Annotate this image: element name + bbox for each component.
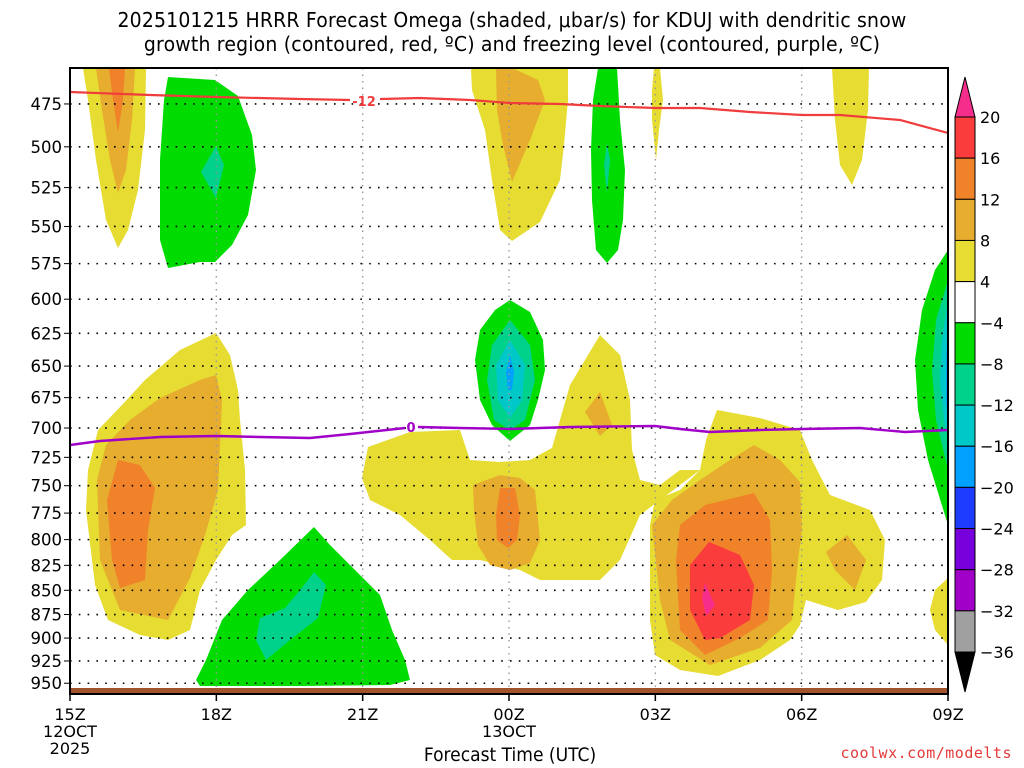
colorbar-swatch bbox=[954, 322, 976, 365]
colorbar-label: −12 bbox=[980, 396, 1014, 415]
colorbar: 20 16 12 8 4 −4 −8 −12 −16 −20 −24 −28 −32 −36 bbox=[954, 76, 1014, 693]
omega-region bbox=[940, 300, 948, 440]
omega-region bbox=[930, 578, 948, 645]
y-tick-label: 775 bbox=[31, 504, 63, 523]
omega-region bbox=[506, 355, 514, 390]
omega-region bbox=[107, 460, 155, 588]
y-tick-label: 825 bbox=[31, 556, 63, 575]
x-tick-label: 15Z bbox=[54, 705, 85, 724]
colorbar-label: 8 bbox=[980, 231, 990, 250]
omega-region bbox=[362, 335, 700, 580]
colorbar-max-arrow bbox=[954, 76, 976, 118]
colorbar-label: 16 bbox=[980, 149, 1000, 168]
colorbar-swatch bbox=[954, 157, 976, 200]
dendritic-growth-contour bbox=[70, 90, 948, 135]
colorbar-min-arrow bbox=[954, 651, 976, 693]
chart-title-line-1: 2025101215 HRRR Forecast Omega (shaded, … bbox=[117, 8, 907, 32]
freezing-level-contour bbox=[70, 424, 948, 447]
y-tick-label: 525 bbox=[31, 179, 63, 198]
y-tick-label: 800 bbox=[31, 531, 63, 550]
omega-region bbox=[832, 68, 869, 185]
y-tick-label: 850 bbox=[31, 581, 63, 600]
omega-region bbox=[604, 143, 610, 193]
colorbar-swatch bbox=[954, 363, 976, 406]
colorbar-swatch bbox=[954, 198, 976, 241]
omega-region bbox=[652, 68, 663, 160]
omega-region bbox=[496, 488, 520, 548]
x-tick-label: 06Z bbox=[786, 705, 817, 724]
omega-region bbox=[702, 583, 715, 616]
colorbar-label: −28 bbox=[980, 561, 1014, 580]
colorbar-label: −4 bbox=[980, 314, 1004, 333]
omega-region bbox=[826, 535, 866, 590]
x-tick-label: 21Z bbox=[347, 705, 378, 724]
y-tick-label: 475 bbox=[31, 95, 63, 114]
colorbar-swatch bbox=[954, 445, 976, 488]
y-tick-label: 675 bbox=[31, 389, 63, 408]
x-tick-label: 03Z bbox=[640, 705, 671, 724]
colorbar-swatch bbox=[954, 486, 976, 530]
y-tick-label: 900 bbox=[31, 629, 63, 648]
y-tick-label: 500 bbox=[31, 138, 63, 157]
colorbar-swatch bbox=[954, 610, 976, 653]
ground-band bbox=[70, 688, 948, 694]
y-tick-label: 625 bbox=[31, 324, 63, 343]
credit-link[interactable]: coolwx.com/modelts bbox=[840, 744, 1012, 762]
x-tick-date: 12OCT bbox=[43, 722, 97, 741]
omega-region bbox=[109, 68, 125, 132]
colorbar-label: −20 bbox=[980, 478, 1014, 497]
omega-region bbox=[201, 146, 224, 198]
y-tick-label: 650 bbox=[31, 357, 63, 376]
colorbar-swatch bbox=[954, 569, 976, 612]
colorbar-swatch bbox=[954, 281, 976, 324]
y-tick-label: 875 bbox=[31, 606, 63, 625]
colorbar-swatch bbox=[954, 528, 976, 571]
y-tick-label: 750 bbox=[31, 477, 63, 496]
colorbar-label: 12 bbox=[980, 190, 1000, 209]
omega-region bbox=[496, 68, 545, 182]
colorbar-swatch bbox=[954, 404, 976, 447]
omega-region bbox=[585, 392, 612, 436]
y-tick-label: 700 bbox=[31, 419, 63, 438]
colorbar-label: −36 bbox=[980, 643, 1014, 662]
x-tick-label: 18Z bbox=[201, 705, 232, 724]
omega-region bbox=[96, 68, 135, 193]
x-tick-label: 09Z bbox=[932, 705, 963, 724]
colorbar-label: 4 bbox=[980, 273, 990, 292]
freezing-contour-label: 0 bbox=[406, 421, 415, 436]
x-tick-year: 2025 bbox=[50, 739, 91, 758]
y-tick-label: 725 bbox=[31, 448, 63, 467]
y-tick-label: 550 bbox=[31, 217, 63, 236]
y-axis: 475 500 525 550 575 600 625 650 675 700 725 750 775 8… bbox=[31, 95, 70, 693]
y-tick-label: 575 bbox=[31, 255, 63, 274]
y-tick-label: 950 bbox=[31, 674, 63, 693]
colorbar-label: −24 bbox=[980, 520, 1014, 539]
chart-title-line-2: growth region (contoured, red, ºC) and f… bbox=[143, 32, 881, 56]
colorbar-swatch bbox=[954, 116, 976, 159]
y-tick-label: 600 bbox=[31, 290, 63, 309]
colorbar-label: −16 bbox=[980, 437, 1014, 456]
x-tick-date: 13OCT bbox=[482, 722, 536, 741]
y-tick-label: 925 bbox=[31, 652, 63, 671]
colorbar-label: −32 bbox=[980, 602, 1014, 621]
dendritic-contour-label: -12 bbox=[352, 95, 376, 110]
x-axis-label: Forecast Time (UTC) bbox=[423, 744, 597, 766]
colorbar-label: 20 bbox=[980, 108, 1000, 127]
x-tick-label: 00Z bbox=[493, 705, 524, 724]
omega-shading bbox=[83, 68, 948, 686]
colorbar-swatch bbox=[954, 239, 976, 283]
colorbar-label: −8 bbox=[980, 355, 1004, 374]
